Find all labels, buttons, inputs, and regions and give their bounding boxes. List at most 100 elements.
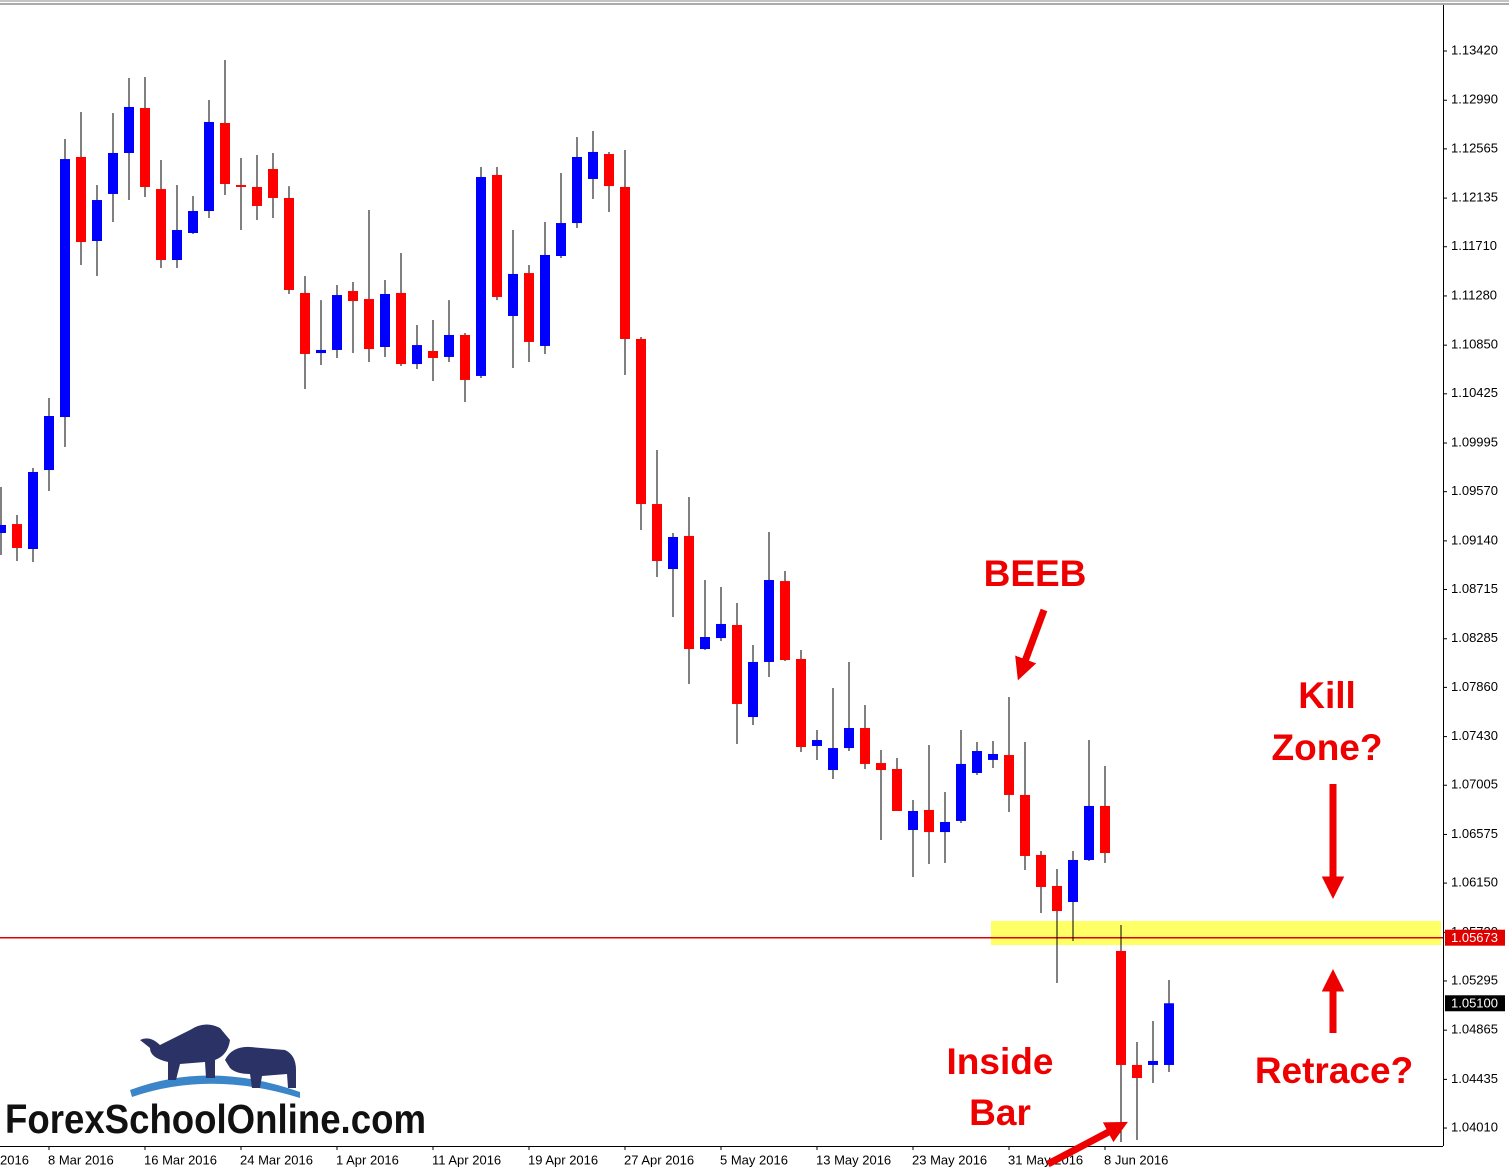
candle-body [876, 763, 886, 771]
candle-body [444, 334, 454, 357]
y-tick-label: 1.07860 [1451, 679, 1498, 694]
candle-body [156, 189, 166, 261]
y-tick-label: 1.08715 [1451, 581, 1498, 596]
y-tick-label: 1.04435 [1451, 1071, 1498, 1086]
candle-body [1020, 794, 1030, 856]
candle-body [748, 661, 758, 718]
annotation: BEEB [984, 553, 1087, 594]
y-tick-label: 1.10850 [1451, 337, 1498, 352]
candle-body [1116, 950, 1126, 1065]
price-label: 1.05100 [1451, 996, 1498, 1011]
candle-body [844, 728, 854, 749]
y-tick-label: 1.12565 [1451, 140, 1498, 155]
candle-body [796, 658, 806, 748]
candle-body [44, 416, 54, 471]
candle-body [604, 154, 614, 187]
candle-body [700, 637, 710, 650]
candle-body [956, 763, 966, 821]
candle-body [60, 159, 70, 418]
arrow [1015, 608, 1048, 681]
candle-body [0, 524, 6, 533]
annotation: Retrace? [1255, 1050, 1413, 1091]
candle-body [492, 174, 502, 297]
candle-body [764, 580, 774, 662]
candle-body [284, 197, 294, 290]
candle-body [556, 223, 566, 256]
candle-body [348, 291, 358, 301]
candle-body [268, 169, 278, 198]
price-label-box [1445, 995, 1505, 1012]
candle-body [652, 504, 662, 562]
arrow [1046, 1121, 1128, 1168]
candle-body [732, 625, 742, 704]
candle-body [540, 254, 550, 346]
x-tick-label: 2016 [0, 1152, 29, 1167]
candle-body [396, 292, 406, 365]
candle-body [204, 121, 214, 212]
y-tick-label: 1.04865 [1451, 1022, 1498, 1037]
candle-body [620, 186, 630, 339]
candle-body [108, 152, 118, 194]
axes: 1.13420 1.12990 1.12565 1.12135 1.11710 1.112… [0, 42, 1505, 1167]
y-tick-label: 1.09570 [1451, 483, 1498, 498]
annotation: Kill [1298, 675, 1356, 716]
annotation: Bar [969, 1092, 1031, 1133]
candle-body [300, 292, 310, 354]
candle-body [92, 200, 102, 242]
candle-body [908, 810, 918, 830]
candle-body [780, 581, 790, 661]
logo-text: ForexSchoolOnline.com [5, 1096, 426, 1142]
y-tick-label: 1.08285 [1451, 630, 1498, 645]
y-tick-label: 1.07430 [1451, 728, 1498, 743]
candle-body [924, 809, 934, 833]
candle-body [252, 186, 262, 206]
x-tick-label: 24 Mar 2016 [240, 1152, 313, 1167]
candle-body [140, 108, 150, 187]
candle-body [892, 768, 902, 811]
candle-body [236, 185, 246, 187]
annotation: Inside [947, 1041, 1054, 1082]
x-tick-label: 27 Apr 2016 [624, 1152, 694, 1167]
candles [0, 60, 1174, 1142]
candle-body [124, 106, 134, 153]
candle-body [1004, 755, 1014, 795]
y-tick-label: 1.06150 [1451, 875, 1498, 890]
candle-body [668, 536, 678, 570]
candle-body [12, 524, 22, 548]
candle-body [380, 293, 390, 347]
zone-layer [0, 920, 1443, 946]
candle-body [412, 345, 422, 365]
candle-body [812, 740, 822, 746]
candle-body [1084, 805, 1094, 860]
candle-body [188, 211, 198, 233]
y-tick-label: 1.13420 [1451, 42, 1498, 57]
candle-body [572, 156, 582, 224]
logo-bear [225, 1046, 296, 1088]
candle-body [476, 177, 486, 376]
candle-body [76, 156, 86, 243]
x-tick-label: 19 Apr 2016 [528, 1152, 598, 1167]
x-tick-label: 23 May 2016 [912, 1152, 987, 1167]
y-tick-label: 1.12135 [1451, 190, 1498, 205]
logo: ForexSchoolOnline.com [5, 1024, 426, 1142]
x-tick-label: 16 Mar 2016 [144, 1152, 217, 1167]
candle-body [860, 728, 870, 764]
candle-body [972, 751, 982, 773]
candle-body [636, 338, 646, 505]
y-tick-label: 1.04010 [1451, 1119, 1498, 1134]
x-tick-label: 8 Jun 2016 [1104, 1152, 1168, 1167]
candle-body [1164, 1003, 1174, 1065]
candle-body [588, 151, 598, 179]
candle-body [940, 821, 950, 833]
candle-body [508, 273, 518, 316]
y-tick-label: 1.12990 [1451, 92, 1498, 107]
candle-body [828, 748, 838, 771]
y-tick-label: 1.09995 [1451, 434, 1498, 449]
candle-body [364, 299, 374, 350]
candle-body [460, 334, 470, 380]
x-tick-label: 5 May 2016 [720, 1152, 788, 1167]
candle-body [316, 349, 326, 354]
y-tick-label: 1.06575 [1451, 826, 1498, 841]
candle-body [988, 753, 998, 760]
